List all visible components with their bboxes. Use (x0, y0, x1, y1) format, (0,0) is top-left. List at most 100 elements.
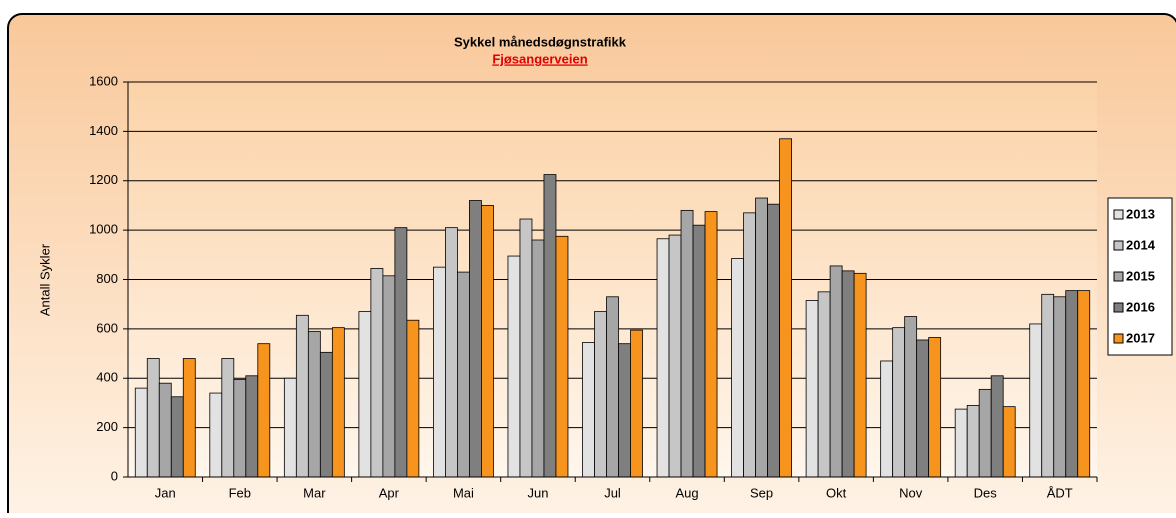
bar (146, 358, 160, 478)
bar (767, 203, 780, 478)
bar (445, 227, 458, 478)
legend-label: 2014 (1126, 237, 1156, 252)
bar (1077, 290, 1091, 478)
bar (880, 360, 894, 478)
legend-swatch (1113, 302, 1124, 313)
bar (555, 235, 569, 478)
bar (331, 327, 345, 478)
bar (406, 319, 420, 478)
bar (618, 343, 631, 478)
legend-swatch (1113, 271, 1124, 282)
bar (892, 327, 906, 478)
bar (954, 408, 968, 478)
bar (469, 200, 482, 478)
bar (853, 272, 867, 478)
x-tick-label: Apr (379, 485, 400, 500)
bar (158, 382, 172, 478)
bar (481, 205, 494, 478)
legend-label: 2015 (1126, 268, 1155, 283)
x-tick-label: Jun (527, 485, 548, 500)
bar (582, 342, 595, 478)
bar (606, 296, 619, 478)
chart-subtitle: Fjøsangerveien (492, 51, 587, 66)
bar (916, 339, 930, 478)
bar (805, 300, 819, 478)
bar (531, 239, 545, 478)
bar (904, 316, 918, 478)
bar (1002, 406, 1016, 478)
bar (1065, 290, 1079, 478)
bar (1029, 323, 1043, 478)
x-tick-label: Feb (229, 485, 251, 500)
x-tick-label: Sep (750, 485, 773, 500)
bar (221, 358, 235, 478)
y-tick-label: 600 (96, 320, 118, 335)
bar (594, 311, 607, 478)
bar (233, 379, 247, 478)
x-tick-label: Mar (303, 485, 326, 500)
x-tick-label: Jan (155, 485, 176, 500)
bar (656, 238, 670, 478)
y-tick-label: 0 (111, 468, 118, 483)
bar (134, 387, 148, 478)
bar (543, 174, 557, 478)
legend-label: 2013 (1126, 206, 1155, 221)
bar (394, 227, 408, 478)
bar (257, 343, 271, 478)
bar (209, 392, 223, 478)
bar (978, 388, 992, 478)
legend-swatch (1113, 333, 1124, 344)
y-tick-label: 1400 (89, 123, 118, 138)
y-tick-label: 1000 (89, 222, 118, 237)
bar (668, 234, 682, 478)
y-tick-label: 800 (96, 271, 118, 286)
bar (704, 211, 718, 478)
bar (457, 271, 470, 478)
bar (990, 375, 1004, 478)
bar (928, 337, 942, 478)
bar (731, 258, 744, 478)
x-tick-label: Jul (604, 485, 621, 500)
legend-swatch (1113, 209, 1124, 220)
bar (382, 275, 396, 478)
legend-label: 2017 (1126, 330, 1155, 345)
bar (841, 270, 855, 478)
bar (692, 224, 706, 478)
bar (829, 265, 843, 478)
y-tick-label: 1200 (89, 172, 118, 187)
bar (358, 311, 372, 478)
x-tick-label: Nov (899, 485, 923, 500)
bar (507, 255, 521, 478)
x-tick-label: Okt (826, 485, 847, 500)
legend-swatch (1113, 240, 1124, 251)
bar (182, 358, 196, 478)
bar (433, 266, 446, 478)
x-tick-label: Des (974, 485, 998, 500)
bar (370, 267, 384, 478)
bar (1041, 293, 1055, 478)
legend-label: 2016 (1126, 299, 1155, 314)
bar (817, 291, 831, 478)
bar (283, 377, 297, 478)
bar (295, 314, 309, 478)
bar (307, 330, 321, 478)
bar (1053, 296, 1067, 478)
bar (680, 209, 694, 478)
x-tick-label: Aug (675, 485, 698, 500)
bar (779, 138, 792, 478)
x-tick-label: Mai (453, 485, 474, 500)
y-tick-label: 400 (96, 370, 118, 385)
x-tick-label: ÅDT (1047, 485, 1073, 500)
bar (245, 375, 259, 478)
chart-title: Sykkel månedsdøgnstrafikk (454, 34, 627, 49)
y-axis-label: Antall Sykler (37, 243, 52, 316)
bar (755, 197, 768, 478)
bar (630, 329, 643, 478)
bar (319, 351, 333, 478)
bar (519, 218, 533, 478)
y-tick-label: 1600 (89, 73, 118, 88)
bar (170, 396, 184, 478)
bar (743, 212, 756, 478)
bar (966, 405, 980, 478)
